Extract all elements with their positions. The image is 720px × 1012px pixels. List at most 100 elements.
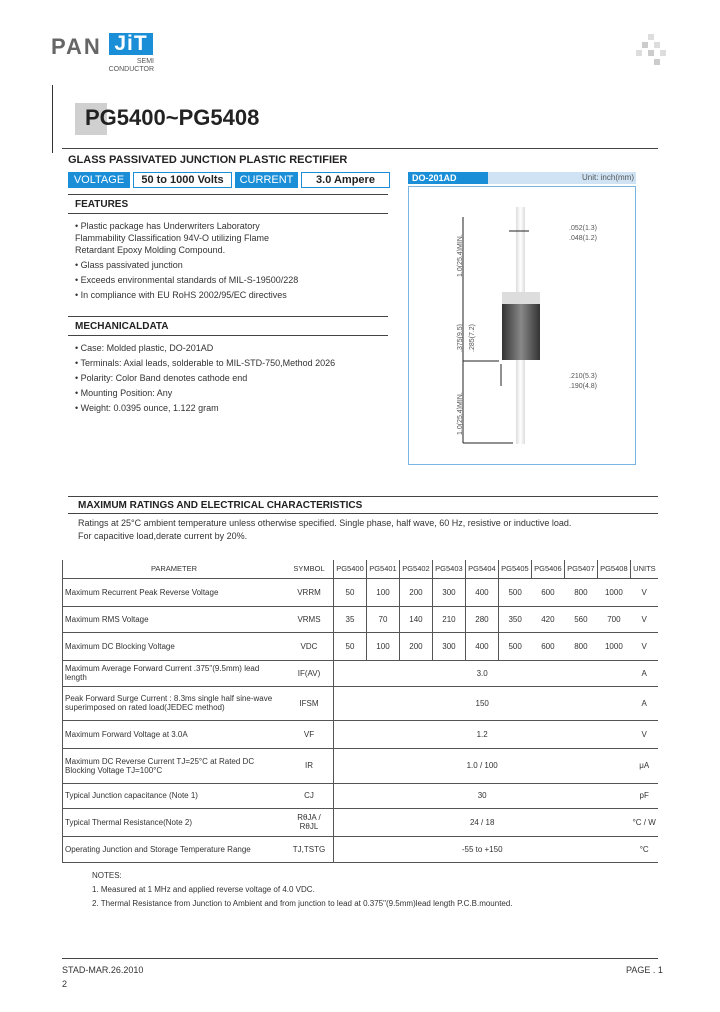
- value-cell: 300: [432, 578, 466, 607]
- table-row: Maximum DC Blocking Voltage VDC 50 100 200 30…: [62, 632, 658, 661]
- table-row: Typical Junction capacitance (Note 1) CJ 3…: [62, 783, 658, 809]
- divider: [68, 194, 388, 195]
- value-cell: 600: [531, 632, 565, 661]
- unit-cell: A: [630, 660, 658, 687]
- feature-item: • In compliance with EU RoHS 2002/95/EC …: [75, 290, 287, 300]
- param-cell: Operating Junction and Storage Temperatu…: [62, 836, 285, 863]
- value-cell: 70: [366, 606, 400, 633]
- feature-item: • Plastic package has Underwriters Labor…: [75, 221, 270, 255]
- footer-page: PAGE . 1: [626, 965, 663, 975]
- divider: [68, 335, 388, 336]
- mechanical-item: • Case: Molded plastic, DO-201AD: [75, 343, 214, 353]
- package-drawing: 1.0(25.4)MIN. .375(9.5) .285(7.2) 1.0(25…: [408, 186, 636, 465]
- feature-item: • Glass passivated junction: [75, 260, 183, 270]
- symbol-cell: IR: [285, 748, 334, 784]
- table-row: Operating Junction and Storage Temperatu…: [62, 836, 658, 863]
- value-cell: 100: [366, 578, 400, 607]
- unit-cell: °C / W: [630, 808, 658, 837]
- param-cell: Peak Forward Surge Current : 8.3ms singl…: [62, 686, 285, 721]
- value-cell: 200: [399, 632, 433, 661]
- logo-sub2: CONDUCTOR: [108, 66, 154, 73]
- param-cell: Typical Thermal Resistance(Note 2): [62, 808, 285, 837]
- value-cell: 500: [498, 578, 532, 607]
- title-accent: [75, 103, 107, 135]
- note-item: 2. Thermal Resistance from Junction to A…: [92, 899, 513, 908]
- value-cell: 420: [531, 606, 565, 633]
- header-cell: PARAMETER: [62, 560, 285, 579]
- subtitle: GLASS PASSIVATED JUNCTION PLASTIC RECTIF…: [68, 154, 348, 166]
- unit-cell: V: [630, 606, 658, 633]
- divider: [68, 513, 658, 514]
- logo-pan: PAN: [51, 34, 102, 59]
- note-item: 1. Measured at 1 MHz and applied reverse…: [92, 885, 315, 894]
- dim-lead-bot: 1.0(25.4)MIN.: [457, 392, 464, 435]
- value-cell: 800: [564, 578, 598, 607]
- table-row: Typical Thermal Resistance(Note 2) RθJA /…: [62, 808, 658, 837]
- value-cell: -55 to +150: [333, 836, 631, 863]
- mechanical-list: • Case: Molded plastic, DO-201AD • Termi…: [75, 342, 375, 417]
- header-cell: SYMBOL: [285, 560, 334, 579]
- param-cell: Typical Junction capacitance (Note 1): [62, 783, 285, 809]
- value-cell: 400: [465, 632, 499, 661]
- divider: [68, 496, 658, 497]
- value-cell: 300: [432, 632, 466, 661]
- table-row: Maximum Average Forward Current .375"(9.…: [62, 660, 658, 687]
- value-cell: 560: [564, 606, 598, 633]
- page-title: PG5400~PG5408: [85, 105, 260, 130]
- table-row: Maximum Forward Voltage at 3.0A VF 1.2 V: [62, 720, 658, 749]
- voltage-value: 50 to 1000 Volts: [133, 172, 232, 188]
- current-label: CURRENT: [235, 172, 298, 188]
- divider: [68, 316, 388, 317]
- unit-cell: °C: [630, 836, 658, 863]
- symbol-cell: VRMS: [285, 606, 334, 633]
- footer-number: 2: [62, 979, 68, 989]
- value-cell: 3.0: [333, 660, 631, 687]
- table-row: Maximum Recurrent Peak Reverse Voltage VR…: [62, 578, 658, 607]
- header-cell: PG5408: [597, 560, 631, 579]
- value-cell: 400: [465, 578, 499, 607]
- param-cell: Maximum Average Forward Current .375"(9.…: [62, 660, 285, 687]
- value-cell: 1.0 / 100: [333, 748, 631, 784]
- param-cell: Maximum DC Blocking Voltage: [62, 632, 285, 661]
- features-heading: FEATURES: [75, 199, 129, 210]
- logo-jit: JiT: [109, 33, 153, 55]
- symbol-cell: TJ,TSTG: [285, 836, 334, 863]
- dim-body-a: .375(9.5): [457, 323, 464, 352]
- param-cell: Maximum RMS Voltage: [62, 606, 285, 633]
- table-row: Maximum DC Reverse Current TJ=25°C at Ra…: [62, 748, 658, 784]
- param-cell: Maximum Recurrent Peak Reverse Voltage: [62, 578, 285, 607]
- param-cell: Maximum Forward Voltage at 3.0A: [62, 720, 285, 749]
- value-cell: 50: [333, 578, 367, 607]
- value-cell: 800: [564, 632, 598, 661]
- value-cell: 24 / 18: [333, 808, 631, 837]
- header-cell: PG5407: [564, 560, 598, 579]
- divider: [62, 148, 658, 149]
- dim-lead-top: 1.0(25.4)MIN.: [457, 234, 464, 277]
- table-header-row: PARAMETER SYMBOL PG5400 PG5401 PG5402 PG5403 P…: [62, 560, 658, 579]
- value-cell: 1000: [597, 632, 631, 661]
- ratings-line2: For capacitive load,derate current by 20…: [78, 531, 248, 541]
- diode-outline: [462, 207, 540, 444]
- mechanical-heading: MECHANICALDATA: [75, 321, 169, 332]
- symbol-cell: IFSM: [285, 686, 334, 721]
- value-cell: 140: [399, 606, 433, 633]
- header-cell: PG5405: [498, 560, 532, 579]
- value-cell: 30: [333, 783, 631, 809]
- symbol-cell: VRRM: [285, 578, 334, 607]
- divider: [62, 958, 658, 959]
- header-cell: PG5406: [531, 560, 565, 579]
- mechanical-item: • Mounting Position: Any: [75, 388, 173, 398]
- value-cell: 50: [333, 632, 367, 661]
- package-header: DO-201AD Unit: inch(mm): [408, 172, 636, 184]
- symbol-cell: CJ: [285, 783, 334, 809]
- symbol-cell: RθJA / RθJL: [285, 808, 334, 837]
- table-row: Maximum RMS Voltage VRMS 35 70 140 210 280 350 4…: [62, 606, 658, 633]
- header-cell: PG5403: [432, 560, 466, 579]
- value-cell: 500: [498, 632, 532, 661]
- unit-cell: V: [630, 632, 658, 661]
- value-cell: 210: [432, 606, 466, 633]
- value-cell: 1000: [597, 578, 631, 607]
- features-list: • Plastic package has Underwriters Labor…: [75, 220, 305, 304]
- unit-cell: μA: [630, 748, 658, 784]
